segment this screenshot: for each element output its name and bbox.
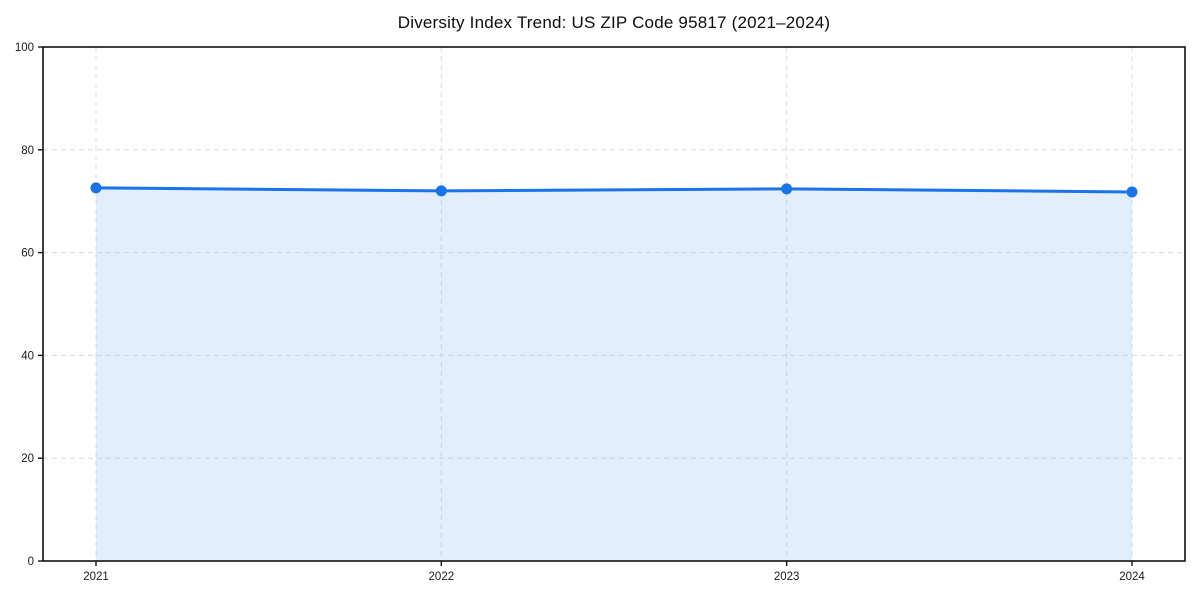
- data-point-2023: [781, 183, 793, 195]
- x-tick-label-2024: 2024: [1119, 571, 1145, 583]
- chart-title: Diversity Index Trend: US ZIP Code 95817…: [397, 13, 831, 32]
- y-tick-label-20: 20: [21, 453, 34, 465]
- y-tick-label-100: 100: [15, 42, 34, 54]
- data-point-2021: [90, 182, 102, 194]
- y-tick-label-80: 80: [21, 145, 34, 157]
- y-tick-label-60: 60: [21, 248, 34, 260]
- x-tick-label-2023: 2023: [774, 571, 800, 583]
- plot-frame: [42, 46, 1186, 562]
- x-tick-label-2022: 2022: [429, 571, 455, 583]
- trend-line: [94, 186, 1134, 194]
- data-point-2024: [1126, 186, 1138, 198]
- area-fill: [96, 187, 1132, 561]
- x-tick-label-2021: 2021: [83, 571, 109, 583]
- data-point-2022: [435, 185, 447, 197]
- y-tick-label-0: 0: [28, 556, 34, 568]
- y-tick-label-40: 40: [21, 350, 34, 362]
